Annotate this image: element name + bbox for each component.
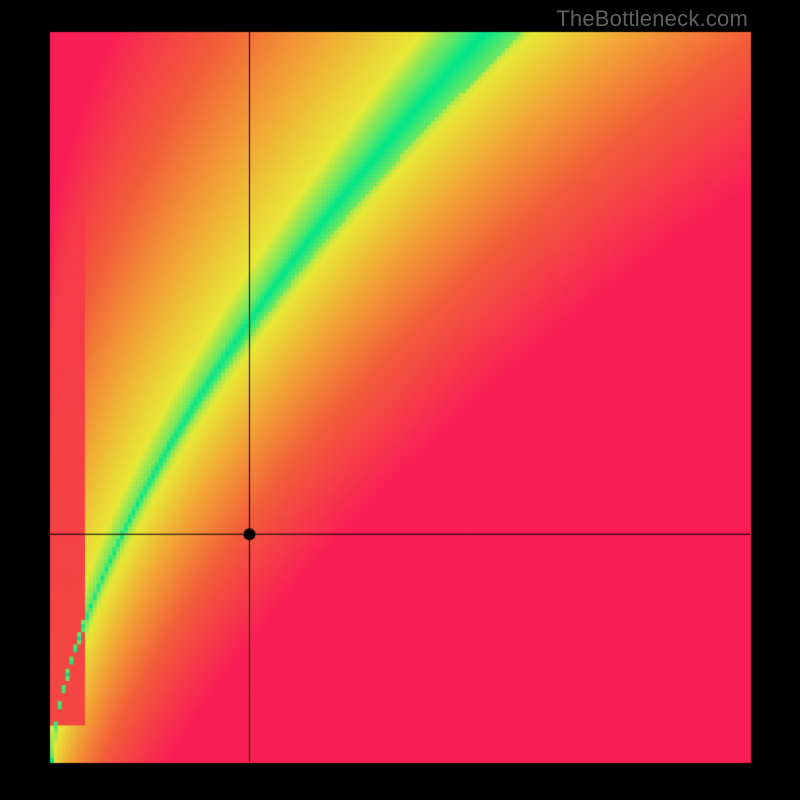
watermark-text: TheBottleneck.com [556, 6, 748, 32]
chart-container: TheBottleneck.com [0, 0, 800, 800]
bottleneck-heatmap [0, 0, 800, 800]
